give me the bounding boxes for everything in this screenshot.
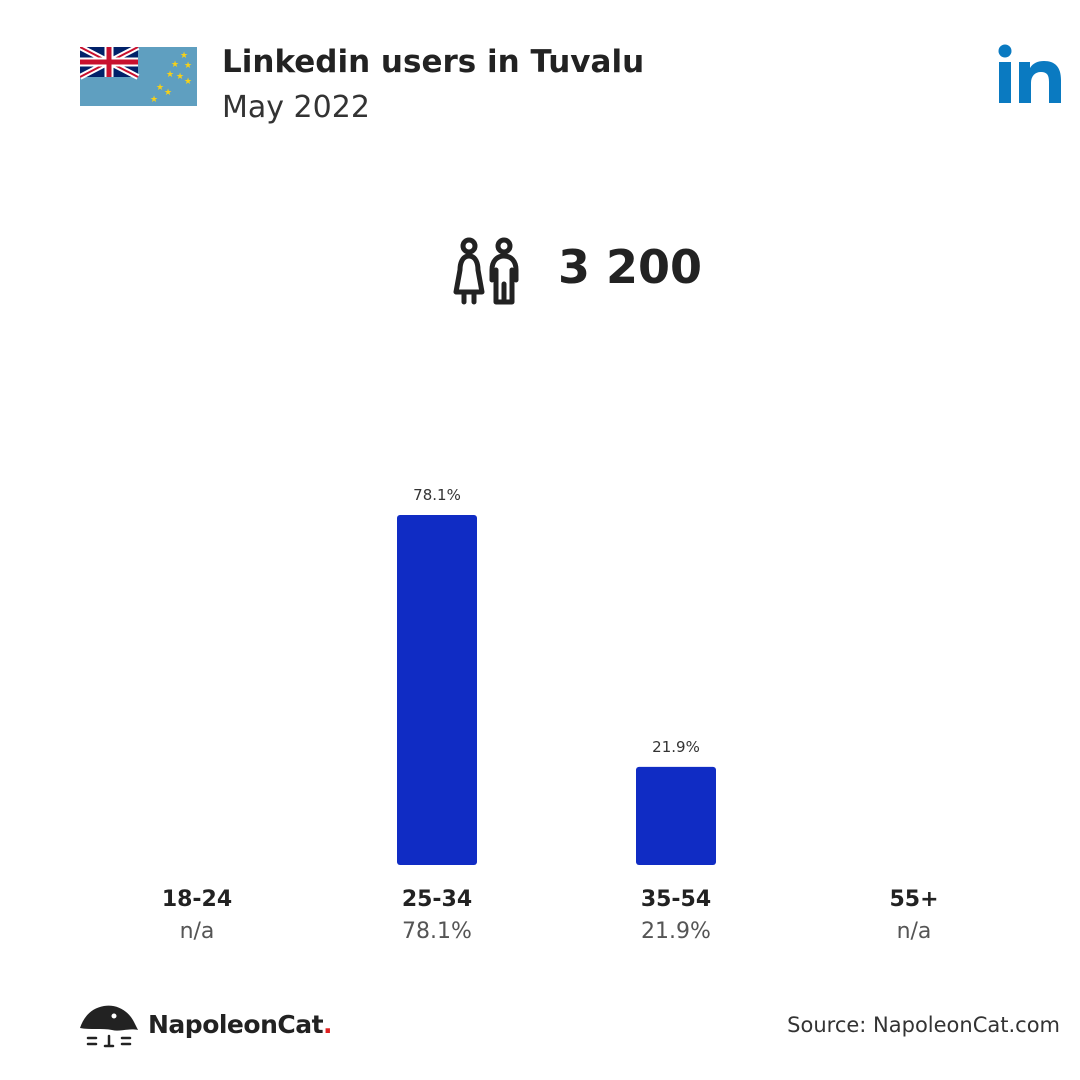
category-value-35-54: 21.9% [641,919,711,944]
napoleoncat-logo-icon [80,1005,138,1048]
category-label-35-54: 35-54 [641,887,711,912]
data-label-35-54: 21.9% [652,738,700,756]
svg-text:★: ★ [171,60,179,70]
data-label-25-34: 78.1% [413,486,461,504]
svg-text:★: ★ [164,88,172,98]
page-title: Linkedin users in Tuvalu [222,44,645,80]
svg-text:★: ★ [150,95,158,105]
svg-text:★: ★ [184,77,192,87]
total-users-value: 3 200 [558,240,703,294]
svg-text:★: ★ [176,72,184,82]
brand-name: NapoleonCat. [148,1010,333,1039]
svg-text:★: ★ [180,51,188,61]
svg-text:★: ★ [156,83,164,93]
page-subtitle: May 2022 [222,90,370,125]
bar-35-54 [636,766,716,865]
source-credit: Source: NapoleonCat.com [787,1013,1060,1037]
brand-label: NapoleonCat [148,1010,324,1039]
users-icon [453,237,519,305]
category-label-25-34: 25-34 [402,887,472,912]
category-label-18-24: 18-24 [162,887,232,912]
svg-text:★: ★ [184,61,192,71]
svg-text:★: ★ [166,70,174,80]
tuvalu-flag-icon: ★ ★ ★ ★ ★ ★ ★ ★ ★ [80,47,197,106]
brand-dot: . [323,1010,333,1039]
linkedin-logo-icon [998,44,1061,103]
bar-25-34 [397,515,477,865]
category-value-55+: n/a [897,919,932,944]
category-value-25-34: 78.1% [402,919,472,944]
category-value-18-24: n/a [180,919,215,944]
category-label-55+: 55+ [889,887,938,912]
